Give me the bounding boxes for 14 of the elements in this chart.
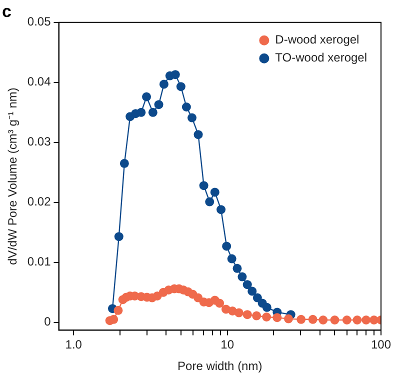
x-tick-label: 1.0 (65, 338, 82, 352)
y-axis-title: dV/dW Pore Volume (cm³ g⁻¹ nm) (6, 88, 20, 265)
y-tick-label: 0.01 (27, 254, 52, 269)
y-tick-label: 0 (44, 314, 52, 329)
legend-label: D-wood xerogel (275, 32, 360, 47)
y-tick-label: 0.02 (27, 194, 52, 209)
y-tick-label: 0.04 (27, 74, 52, 89)
legend-label: TO-wood xerogel (275, 50, 368, 65)
chart-title: c (2, 2, 12, 21)
x-tick-label: 100 (370, 338, 392, 352)
y-tick-label: 0.03 (27, 134, 52, 149)
y-tick-label: 0.05 (27, 14, 52, 29)
x-axis-title: Pore width (nm) (178, 359, 262, 374)
x-tick-label: 10 (220, 338, 234, 352)
